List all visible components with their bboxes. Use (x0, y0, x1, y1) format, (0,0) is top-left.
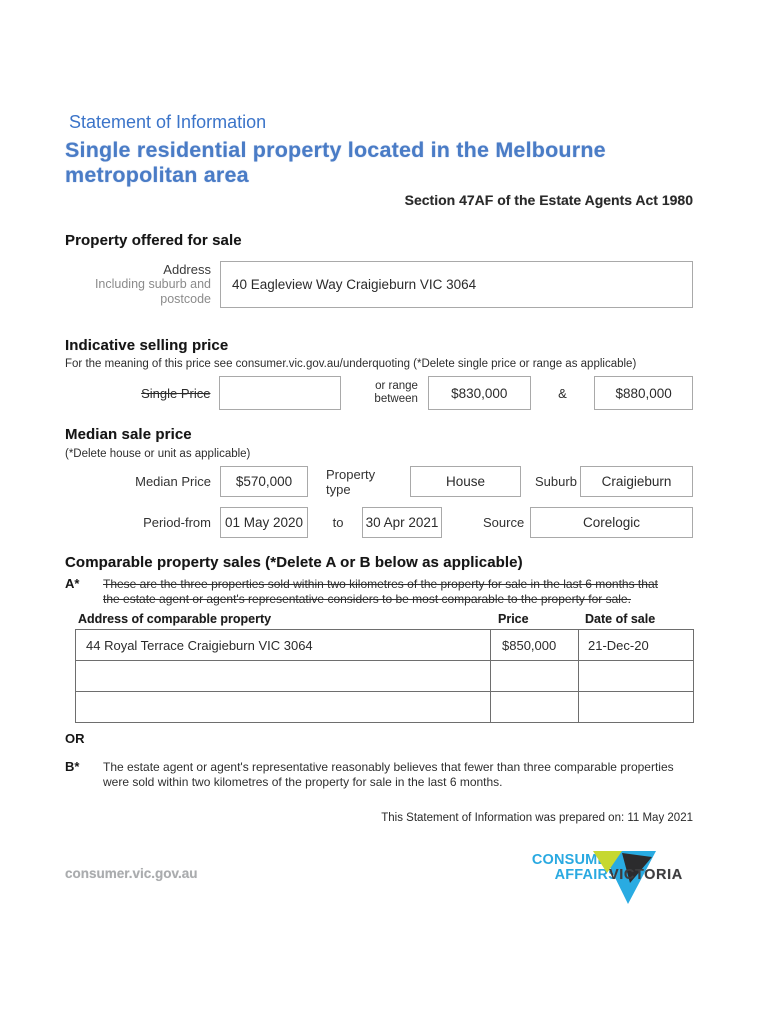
cell-price[interactable] (490, 660, 579, 692)
suburb-label: Suburb (535, 474, 577, 489)
column-header-price: Price (498, 612, 529, 626)
median-price-label: Median Price (135, 474, 211, 489)
cell-date[interactable] (578, 660, 694, 692)
sales-table-header: Address of comparable property Price Dat… (75, 612, 693, 626)
comparable-sales-section-heading: Comparable property sales (*Delete A or … (65, 554, 523, 571)
median-price-note: (*Delete house or unit as applicable) (65, 448, 251, 460)
cell-price[interactable] (490, 691, 579, 723)
logo-affairs-text: AFFAIRS (554, 867, 618, 883)
range-to-field[interactable]: $880,000 (594, 376, 693, 410)
cell-address[interactable]: 44 Royal Terrace Craigieburn VIC 3064 (75, 629, 491, 661)
consumer-affairs-victoria-logo: CONSUMER AFFAIRS VICTORIA (530, 850, 702, 908)
range-from-field[interactable]: $830,000 (427, 376, 531, 410)
option-b-text: The estate agent or agent's representati… (103, 760, 674, 789)
address-label-main: Address (163, 262, 211, 277)
median-price-field[interactable]: $570,000 (220, 466, 308, 497)
prepared-on-text: This Statement of Information was prepar… (381, 812, 693, 824)
cell-date[interactable] (578, 691, 694, 723)
cell-price[interactable]: $850,000 (490, 629, 579, 661)
page-title: Single residential property located in t… (65, 138, 606, 187)
source-field[interactable]: Corelogic (530, 507, 693, 538)
act-section-reference: Section 47AF of the Estate Agents Act 19… (404, 192, 693, 208)
comparable-sales-table: 44 Royal Terrace Craigieburn VIC 3064 $8… (75, 629, 694, 723)
option-a-block: A* These are the three properties sold w… (65, 576, 693, 606)
option-b-marker: B* (65, 759, 80, 774)
cell-address[interactable] (75, 691, 491, 723)
column-header-date: Date of sale (585, 612, 656, 626)
period-to-label: to (332, 515, 344, 530)
indicative-price-note: For the meaning of this price see consum… (65, 358, 637, 370)
property-section-heading: Property offered for sale (65, 232, 242, 249)
median-price-row-1: Median Price $570,000 Property type Hous… (65, 466, 693, 497)
ampersand-label: & (558, 385, 567, 401)
single-price-field[interactable] (219, 376, 342, 410)
option-a-marker: A* (65, 576, 80, 591)
table-row (75, 691, 694, 723)
option-a-text-struck: These are the three properties sold with… (103, 577, 658, 606)
property-type-label: Property type (326, 466, 376, 497)
range-between-label: or range between (374, 380, 418, 405)
option-b-block: B* The estate agent or agent's represent… (65, 759, 693, 789)
median-price-section-heading: Median sale price (65, 426, 192, 443)
address-row: Address Including suburb and postcode 40… (65, 261, 693, 308)
column-header-address: Address of comparable property (78, 612, 272, 626)
suburb-field[interactable]: Craigieburn (580, 466, 693, 497)
logo-triangle-icon (593, 851, 656, 904)
cell-date[interactable]: 21-Dec-20 (578, 629, 694, 661)
table-row (75, 660, 694, 692)
indicative-price-row: Single Price or range between $830,000 &… (65, 376, 693, 410)
document-content: Statement of Information Single resident… (65, 0, 694, 824)
table-row: 44 Royal Terrace Craigieburn VIC 3064 $8… (75, 629, 694, 661)
page-eyebrow: Statement of Information (69, 112, 267, 132)
logo-victoria-text: VICTORIA (609, 867, 683, 883)
period-to-field[interactable]: 30 Apr 2021 (362, 507, 442, 538)
median-price-row-2: Period-from 01 May 2020 to 30 Apr 2021 S… (65, 507, 693, 538)
single-price-label-struck: Single Price (141, 385, 211, 401)
period-from-field[interactable]: 01 May 2020 (220, 507, 308, 538)
source-label: Source (483, 515, 525, 530)
indicative-price-section-heading: Indicative selling price (65, 337, 229, 354)
or-label: OR (65, 731, 85, 746)
cell-address[interactable] (75, 660, 491, 692)
period-from-label: Period-from (143, 515, 211, 530)
property-type-field[interactable]: House (410, 466, 521, 497)
address-label: Address Including suburb and postcode (65, 261, 211, 308)
consumer-vic-gov-au-text: consumer.vic.gov.au (65, 866, 198, 881)
address-field[interactable]: 40 Eagleview Way Craigieburn VIC 3064 (220, 261, 693, 308)
address-label-sub: Including suburb and postcode (94, 277, 211, 306)
